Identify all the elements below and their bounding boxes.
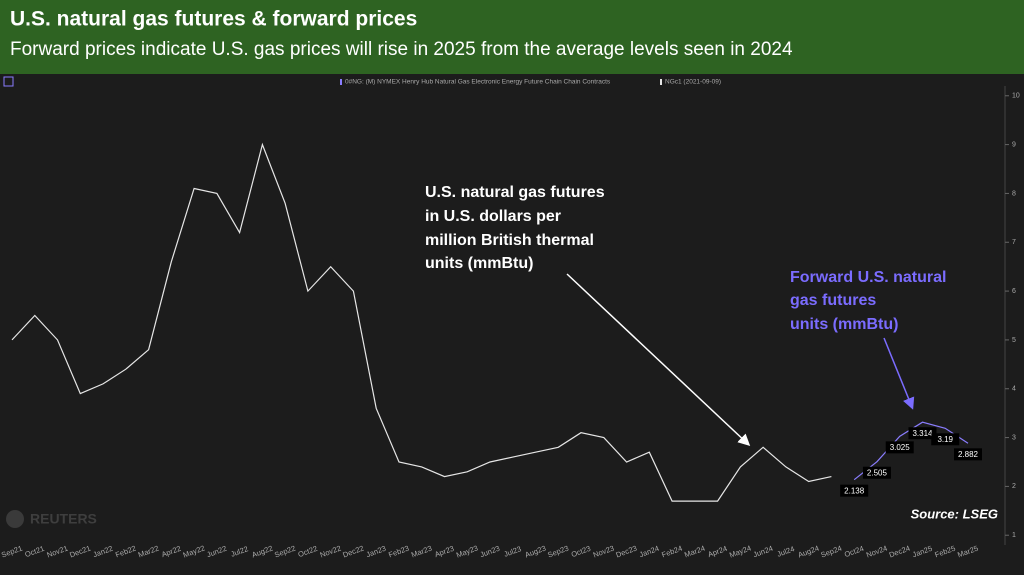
data-label: 2.505 — [867, 468, 888, 477]
y-tick-label: 5 — [1012, 337, 1016, 344]
logo — [6, 510, 24, 528]
series-line — [11, 142, 832, 502]
data-label: 3.025 — [890, 443, 911, 452]
data-label: 2.138 — [844, 486, 865, 495]
data-label-box — [840, 484, 869, 497]
y-tick-label: 1 — [1012, 532, 1016, 539]
data-label-box — [862, 466, 891, 479]
watermark: REUTERS — [30, 511, 97, 527]
annotation: U.S. natural gas futures — [425, 184, 605, 201]
legend-swatch — [660, 79, 662, 85]
chart-subtitle: Forward prices indicate U.S. gas prices … — [10, 39, 793, 60]
y-tick-label: 4 — [1012, 386, 1016, 393]
annotation: units (mmBtu) — [790, 316, 898, 333]
annotation: million British thermal — [425, 232, 594, 249]
source: Source: LSEG — [911, 506, 998, 521]
y-tick-label: 6 — [1012, 288, 1016, 295]
legend-swatch — [340, 79, 342, 85]
legend-label: NGc1 (2021-09-09) — [665, 79, 721, 86]
data-label: 2.882 — [958, 450, 979, 459]
y-tick-label: 2 — [1012, 483, 1016, 490]
annotation: in U.S. dollars per — [425, 208, 561, 225]
y-tick-label: 7 — [1012, 239, 1016, 246]
data-label-box — [908, 427, 937, 440]
annotation: units (mmBtu) — [425, 255, 533, 272]
data-label-box — [885, 441, 914, 454]
arrow — [883, 337, 915, 410]
header — [0, 0, 1024, 74]
y-tick-label: 9 — [1012, 141, 1016, 148]
data-label: 3.19 — [937, 435, 953, 444]
data-label: 3.314 — [912, 429, 933, 438]
data-label-box — [931, 433, 960, 446]
y-tick-label: 10 — [1012, 93, 1020, 100]
y-tick-label: 3 — [1012, 434, 1016, 441]
annotation: Forward U.S. natural — [790, 269, 946, 286]
chart-title: U.S. natural gas futures & forward price… — [10, 8, 417, 31]
legend-label: 0#NG: (M) NYMEX Henry Hub Natural Gas El… — [345, 79, 611, 86]
icon — [3, 76, 14, 87]
arrow — [566, 273, 751, 447]
data-label-box — [954, 448, 982, 461]
annotation: gas futures — [790, 292, 876, 309]
y-tick-label: 8 — [1012, 190, 1016, 197]
